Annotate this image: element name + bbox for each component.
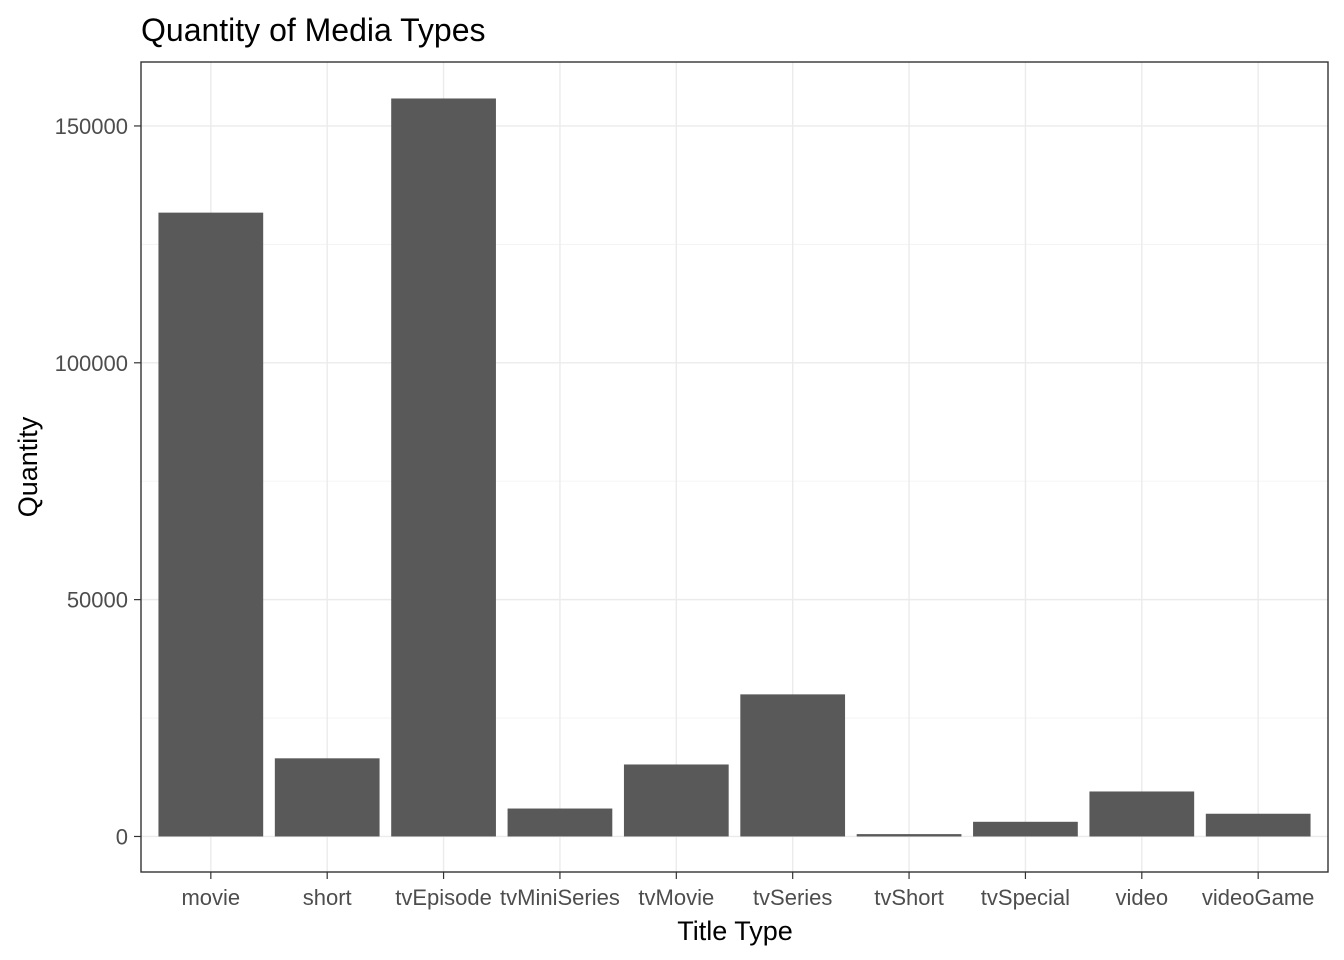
x-tick-label: tvMovie — [638, 885, 714, 910]
bar-tvSeries — [740, 694, 846, 837]
bar-videoGame — [1205, 813, 1311, 837]
x-tick-label: tvShort — [874, 885, 944, 910]
x-tick-label: tvSpecial — [981, 885, 1070, 910]
y-tick-label: 0 — [116, 824, 128, 849]
x-tick-label: videoGame — [1202, 885, 1315, 910]
x-tick-label: tvMiniSeries — [500, 885, 620, 910]
x-tick-label: tvEpisode — [395, 885, 492, 910]
bar-tvSpecial — [973, 821, 1078, 837]
x-axis-ticks: movie short tvEpisode tvMiniSeries tvMovie tv… — [181, 872, 1314, 910]
y-tick-label: 150000 — [55, 114, 128, 139]
bar-short — [274, 758, 380, 837]
y-tick-label: 100000 — [55, 351, 128, 376]
x-tick-label: tvSeries — [753, 885, 832, 910]
chart-title: Quantity of Media Types — [141, 12, 485, 48]
grid-lines — [141, 62, 1328, 872]
bar-tvShort — [856, 834, 962, 837]
bar-video — [1089, 791, 1195, 837]
x-axis-title: Title Type — [677, 916, 793, 946]
y-axis-ticks: 0 50000 100000 150000 — [55, 114, 141, 849]
panel-border — [140, 61, 1329, 873]
x-tick-label: short — [303, 885, 352, 910]
bar-movie — [158, 212, 264, 837]
bars — [158, 98, 1311, 837]
x-tick-label: movie — [181, 885, 240, 910]
bar-tvMovie — [623, 764, 729, 837]
x-tick-label: video — [1116, 885, 1169, 910]
bar-tvEpisode — [391, 98, 496, 837]
y-tick-label: 50000 — [67, 588, 128, 613]
bar-tvMiniSeries — [507, 808, 613, 837]
y-axis-title: Quantity — [13, 416, 43, 517]
